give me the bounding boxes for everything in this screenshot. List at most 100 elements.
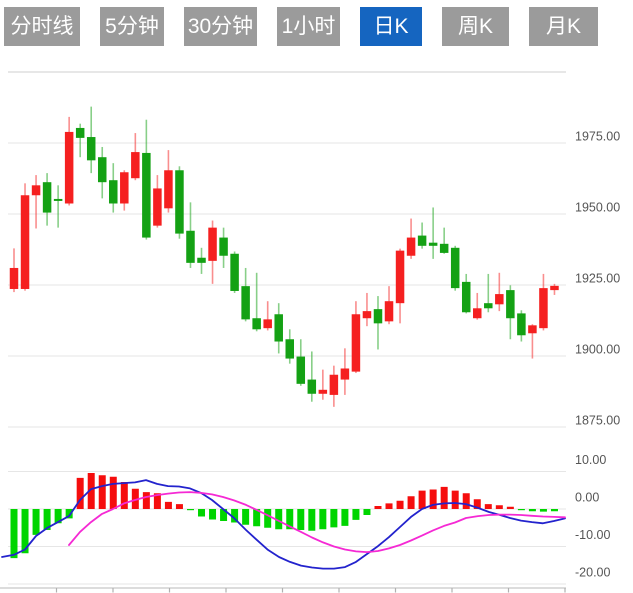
macd-bar-negative — [253, 509, 261, 527]
macd-bar-negative — [10, 509, 18, 559]
macd-axis-tick-label: 10.00 — [575, 453, 606, 467]
dif-polyline — [1, 479, 566, 570]
candle — [461, 273, 471, 314]
dea-line — [68, 491, 566, 553]
candle — [131, 133, 140, 181]
candle — [340, 348, 350, 395]
macd-bar-positive — [418, 490, 426, 509]
candle-body — [9, 267, 19, 289]
macd-bar-negative — [231, 509, 239, 523]
macd-bar-negative — [65, 509, 73, 519]
macd-bar-negative — [341, 509, 349, 526]
candle — [362, 292, 372, 327]
candle-body — [120, 172, 129, 204]
macd-axis-tick-label: -10.00 — [575, 528, 610, 542]
candle-body — [517, 313, 526, 336]
candle — [450, 245, 460, 291]
tab-monthly-k[interactable]: 月K — [529, 7, 598, 46]
tab-5min[interactable]: 5分钟 — [100, 7, 164, 46]
candle-body — [31, 185, 41, 196]
candle-body — [97, 157, 107, 183]
price-axis-tick-label: 1925.00 — [575, 272, 620, 286]
candle — [484, 273, 493, 313]
candle — [428, 207, 438, 259]
candle-body — [219, 237, 228, 256]
candle — [517, 310, 526, 342]
macd-bar-negative — [517, 509, 525, 511]
time-axis — [0, 587, 566, 593]
macd-axis-tick-label: -20.00 — [575, 566, 610, 580]
candle-body — [197, 257, 206, 263]
candle — [64, 116, 74, 206]
candle-body — [263, 319, 272, 329]
tab-weekly-k[interactable]: 周K — [442, 7, 509, 46]
macd-bar-positive — [164, 501, 172, 509]
candle-body — [473, 308, 482, 319]
candle-body — [42, 182, 52, 213]
candle — [329, 365, 339, 407]
macd-bar-positive — [440, 486, 448, 509]
candle-body — [285, 339, 294, 359]
candle-body — [406, 237, 416, 256]
macd-bar-negative — [209, 509, 217, 520]
candle-body — [307, 379, 317, 394]
candle-body — [252, 318, 261, 330]
macd-bar-negative — [198, 509, 206, 517]
candle-body — [296, 356, 306, 384]
candle-body — [495, 294, 504, 305]
dea-polyline — [68, 491, 566, 553]
candle — [373, 296, 383, 350]
macd-bar-negative — [319, 509, 327, 530]
candle — [197, 247, 206, 274]
candle-body — [131, 152, 140, 179]
candle — [219, 227, 228, 268]
macd-bar-negative — [32, 509, 40, 535]
macd-bar-positive — [142, 492, 150, 509]
candle-body — [450, 247, 460, 289]
candle — [53, 185, 63, 228]
macd-bar-positive — [374, 506, 382, 509]
candle — [9, 248, 19, 293]
candle-body — [208, 227, 217, 261]
macd-bar-positive — [153, 493, 161, 509]
macd-bar-positive — [407, 496, 415, 509]
candle — [307, 351, 317, 402]
price-axis-tick-label: 1975.00 — [575, 130, 620, 144]
candle — [153, 175, 162, 228]
candle — [109, 163, 118, 213]
macd-axis-tick-label: 0.00 — [575, 491, 599, 505]
candle — [318, 369, 328, 400]
candle — [263, 301, 272, 331]
candle — [241, 267, 250, 322]
candle — [495, 272, 504, 312]
tab-daily-k[interactable]: 日K — [360, 7, 422, 46]
candle-body — [318, 389, 328, 394]
candle — [550, 283, 559, 295]
macd-bar-negative — [264, 509, 272, 528]
candle — [274, 303, 283, 354]
macd-bar-negative — [21, 509, 29, 554]
macd-bar-positive — [175, 504, 183, 509]
macd-bar-positive — [76, 477, 84, 509]
macd-bar-negative — [352, 509, 360, 520]
candle-body — [340, 368, 350, 380]
candle — [296, 339, 306, 386]
candle — [20, 183, 30, 291]
candle — [186, 202, 195, 268]
tab-30min[interactable]: 30分钟 — [184, 7, 257, 46]
macd-bar-negative — [528, 509, 536, 512]
macd-bar-positive — [385, 503, 393, 509]
macd-bar-positive — [120, 482, 128, 509]
candle-body — [164, 170, 173, 209]
macd-bar-negative — [297, 509, 305, 530]
candle-body — [384, 301, 394, 322]
candle-body — [230, 253, 239, 291]
candle-body — [428, 242, 438, 246]
macd-histogram — [10, 473, 558, 559]
candle-body — [64, 131, 74, 204]
candle-body — [53, 198, 63, 201]
tab-minute-line[interactable]: 分时线 — [4, 7, 80, 46]
macd-bar-negative — [539, 509, 547, 512]
tab-1hour[interactable]: 1小时 — [277, 7, 340, 46]
macd-bar-negative — [330, 509, 338, 528]
